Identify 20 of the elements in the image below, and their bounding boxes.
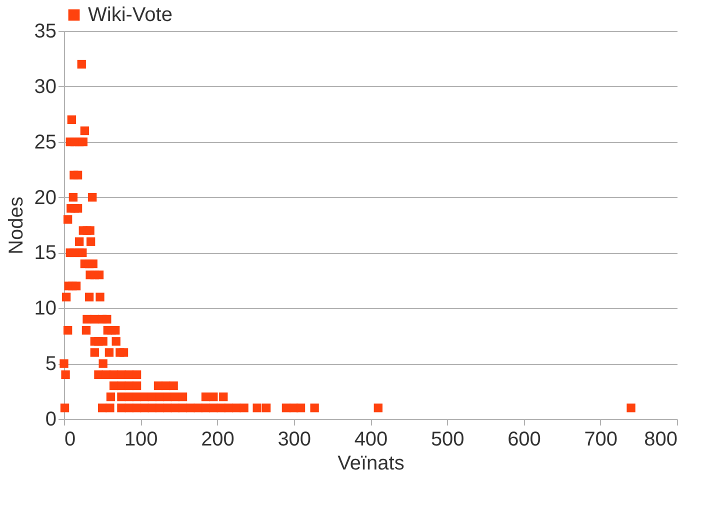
x-tick-label: 100 — [124, 428, 158, 450]
y-tick-label: 15 — [34, 242, 56, 264]
x-tick-label: 200 — [201, 428, 234, 450]
y-tick-label: 10 — [34, 298, 56, 320]
legend-label: Wiki-Vote — [88, 4, 172, 26]
x-tick-label: 400 — [354, 428, 388, 450]
x-tick-label: 700 — [584, 428, 618, 450]
x-tick-label: 800 — [644, 428, 678, 450]
x-axis-title: Veïnats — [338, 452, 404, 474]
y-tick-label: 0 — [45, 408, 56, 430]
y-tick-label: 25 — [34, 131, 56, 154]
y-tick-label: 5 — [45, 353, 56, 376]
y-tick-label: 35 — [34, 20, 56, 42]
x-tick-label: 600 — [508, 428, 541, 450]
x-tick-label: 500 — [430, 428, 464, 450]
x-tick-label: 0 — [64, 428, 76, 450]
x-tick-label: 300 — [278, 428, 312, 450]
y-axis-title: Nodes — [5, 196, 28, 254]
y-tick-label: 30 — [34, 76, 56, 98]
y-tick-label: 20 — [34, 186, 56, 209]
